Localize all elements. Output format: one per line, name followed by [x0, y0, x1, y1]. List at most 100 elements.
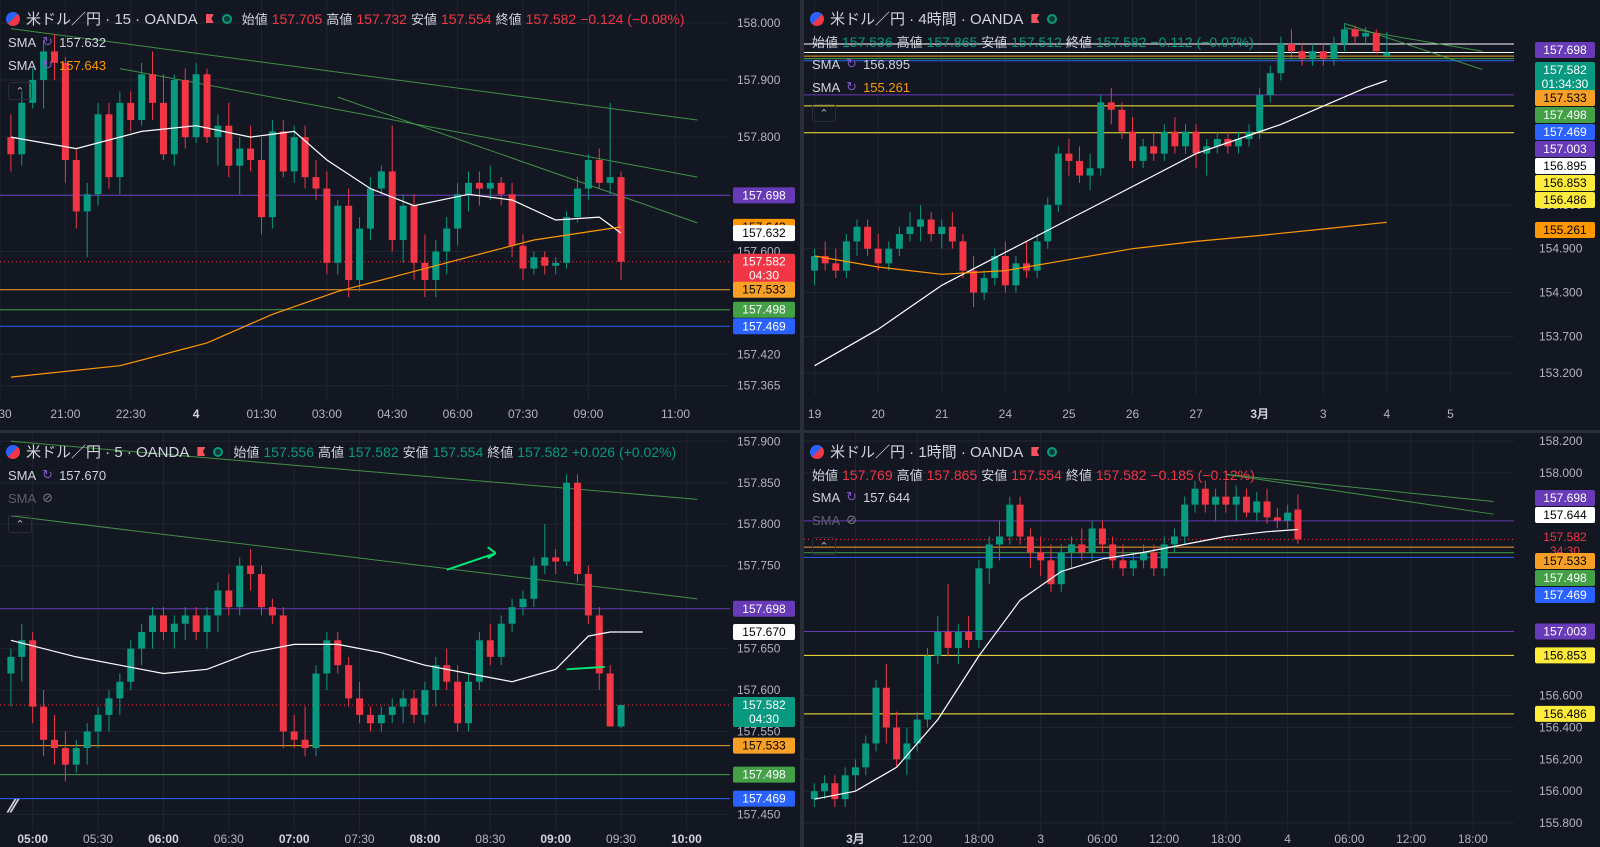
symbol-title[interactable]: 米ドル／円 · 4時間 · OANDA	[830, 11, 1024, 28]
refresh-icon[interactable]: ↻	[42, 57, 54, 72]
candle-body	[1119, 560, 1127, 569]
market-status-icon	[1047, 13, 1058, 24]
trendline	[1225, 473, 1494, 515]
ohlc-row: 始値 157.769 高値 157.865 安値 157.554 終値 157.582 −0.1…	[812, 465, 1255, 484]
symbol-title[interactable]: 米ドル／円 · 1時間 · OANDA	[830, 444, 1024, 461]
candle-body	[1068, 544, 1076, 553]
price-tag-bg	[1535, 705, 1595, 722]
sma-legend-row[interactable]: SMA ↻ 157.644	[812, 489, 910, 505]
tradingview-logo[interactable]: ⁄⁄	[10, 796, 17, 817]
legend-header[interactable]: 米ドル／円 · 15 · OANDA 始値 157.705 高値 157.732 安値 15…	[6, 8, 685, 29]
time-axis-label: 21	[935, 407, 949, 421]
sma-legend-row[interactable]: SMA ⊘	[8, 490, 59, 506]
low-value: 157.554	[432, 443, 484, 460]
candle-body	[1054, 153, 1062, 205]
candle-body	[127, 648, 135, 682]
candle-body	[40, 706, 48, 740]
candle-body	[366, 188, 374, 229]
candle-body	[1026, 536, 1034, 553]
price-tag-text: 157.469	[742, 319, 786, 333]
candle-body	[475, 182, 483, 189]
sma-label: SMA	[8, 34, 37, 50]
legend-header[interactable]: 米ドル／円 · 1時間 · OANDA	[810, 441, 1063, 462]
sma-legend-row[interactable]: SMA ↻ 157.632	[8, 34, 106, 50]
price-tag: 157.698	[733, 600, 795, 617]
sma-line-orange	[814, 221, 1387, 275]
candle-body	[1222, 496, 1230, 505]
symbol-title[interactable]: 米ドル／円 · 15 · OANDA	[26, 11, 198, 28]
legend-header[interactable]: 米ドル／円 · 4時間 · OANDA	[810, 8, 1063, 29]
sma-value: 157.644	[863, 489, 911, 505]
price-tag-text: 157.533	[1543, 554, 1587, 568]
candle-body	[497, 623, 505, 657]
candle-body	[1256, 95, 1264, 132]
time-axis-label: 08:00	[410, 832, 441, 846]
time-axis-label: 06:00	[443, 407, 473, 421]
time-axis-label: 10:00	[671, 832, 702, 846]
chart-pane-1h[interactable]: 158.200 158.000 156.600 156.400 156.200 156.0…	[804, 433, 1600, 847]
candle-body	[1037, 552, 1045, 561]
sma-legend-row[interactable]: SMA ↻ 157.670	[8, 467, 106, 483]
time-axis-label: 4	[193, 407, 200, 421]
candle-body	[882, 687, 890, 728]
candle-body	[1191, 488, 1199, 505]
time-axis-label: 4	[1284, 832, 1291, 846]
refresh-icon[interactable]: ↻	[42, 467, 54, 482]
sma-legend-row[interactable]: SMA ↻ 155.261	[812, 79, 910, 95]
refresh-icon[interactable]: ↻	[42, 34, 54, 49]
candle-body	[356, 228, 364, 280]
collapse-legend-button[interactable]: ⌃	[8, 515, 32, 533]
time-axis-label: 07:30	[345, 832, 375, 846]
hidden-eye-icon[interactable]: ⊘	[846, 512, 858, 527]
sma-legend-row[interactable]: SMA ⊘	[812, 512, 863, 528]
pane-divider-vertical[interactable]	[800, 0, 804, 847]
candle-body	[965, 632, 973, 640]
market-status-icon	[221, 13, 232, 24]
chart-pane-5min[interactable]: 157.900 157.850 157.800 157.750 157.650 157.6…	[0, 433, 800, 847]
time-axis-label: 06:00	[1334, 832, 1364, 846]
sma-line-white	[814, 528, 1298, 800]
low-label: 安値	[981, 468, 1008, 483]
candle-body	[563, 217, 571, 263]
price-tag-bg	[733, 281, 795, 298]
refresh-icon[interactable]: ↻	[846, 56, 858, 71]
flag-icon[interactable]	[1031, 14, 1040, 23]
time-axis-label: 08:30	[475, 832, 505, 846]
candle-body	[606, 673, 614, 727]
sma-legend-row[interactable]: SMA ↻ 156.895	[812, 56, 910, 72]
legend-header[interactable]: 米ドル／円 · 5 · OANDA 始値 157.556 高値 157.582 安値 157…	[6, 441, 676, 462]
refresh-icon[interactable]: ↻	[846, 489, 858, 504]
candle-body	[475, 640, 483, 682]
price-tag-text: 157.698	[742, 602, 786, 616]
candle-body	[432, 665, 440, 691]
sma-label: SMA	[812, 489, 841, 505]
candle-body	[203, 74, 211, 138]
price-axis-label: 156.200	[1539, 752, 1583, 766]
high-label: 高値	[896, 35, 923, 50]
refresh-icon[interactable]: ↻	[846, 79, 858, 94]
pane-divider-horizontal[interactable]	[0, 430, 1600, 433]
sma-legend-row[interactable]: SMA ↻ 157.643	[8, 57, 106, 73]
price-tag: 157.533	[1535, 90, 1595, 106]
candle-body	[552, 262, 560, 266]
symbol-title[interactable]: 米ドル／円 · 5 · OANDA	[26, 444, 190, 461]
collapse-legend-button[interactable]: ⌃	[812, 104, 836, 122]
time-axis-label: 05:30	[83, 832, 113, 846]
candle-body	[1242, 496, 1250, 513]
ohlc-row: 始値 157.536 高値 157.865 安値 157.512 終値 157.582 −0.1…	[812, 32, 1254, 51]
flag-icon[interactable]	[205, 14, 214, 23]
chart-pane-15min[interactable]: 158.000157.900157.800157.700157.600157.4…	[0, 0, 800, 430]
collapse-legend-button[interactable]: ⌃	[8, 82, 32, 100]
candle-body	[906, 226, 914, 235]
candle-body	[377, 714, 385, 724]
collapse-legend-button[interactable]: ⌃	[812, 537, 836, 555]
time-axis-label: 01:30	[246, 407, 276, 421]
flag-icon[interactable]	[197, 447, 206, 456]
trendline	[337, 96, 698, 224]
flag-icon[interactable]	[1031, 447, 1040, 456]
price-axis-label: 157.750	[737, 559, 781, 573]
hidden-eye-icon[interactable]: ⊘	[42, 490, 54, 505]
chart-pane-4h[interactable]: 158.500155.500154.900154.300153.700153.2…	[804, 0, 1600, 430]
price-axis-label: 157.800	[737, 517, 781, 531]
